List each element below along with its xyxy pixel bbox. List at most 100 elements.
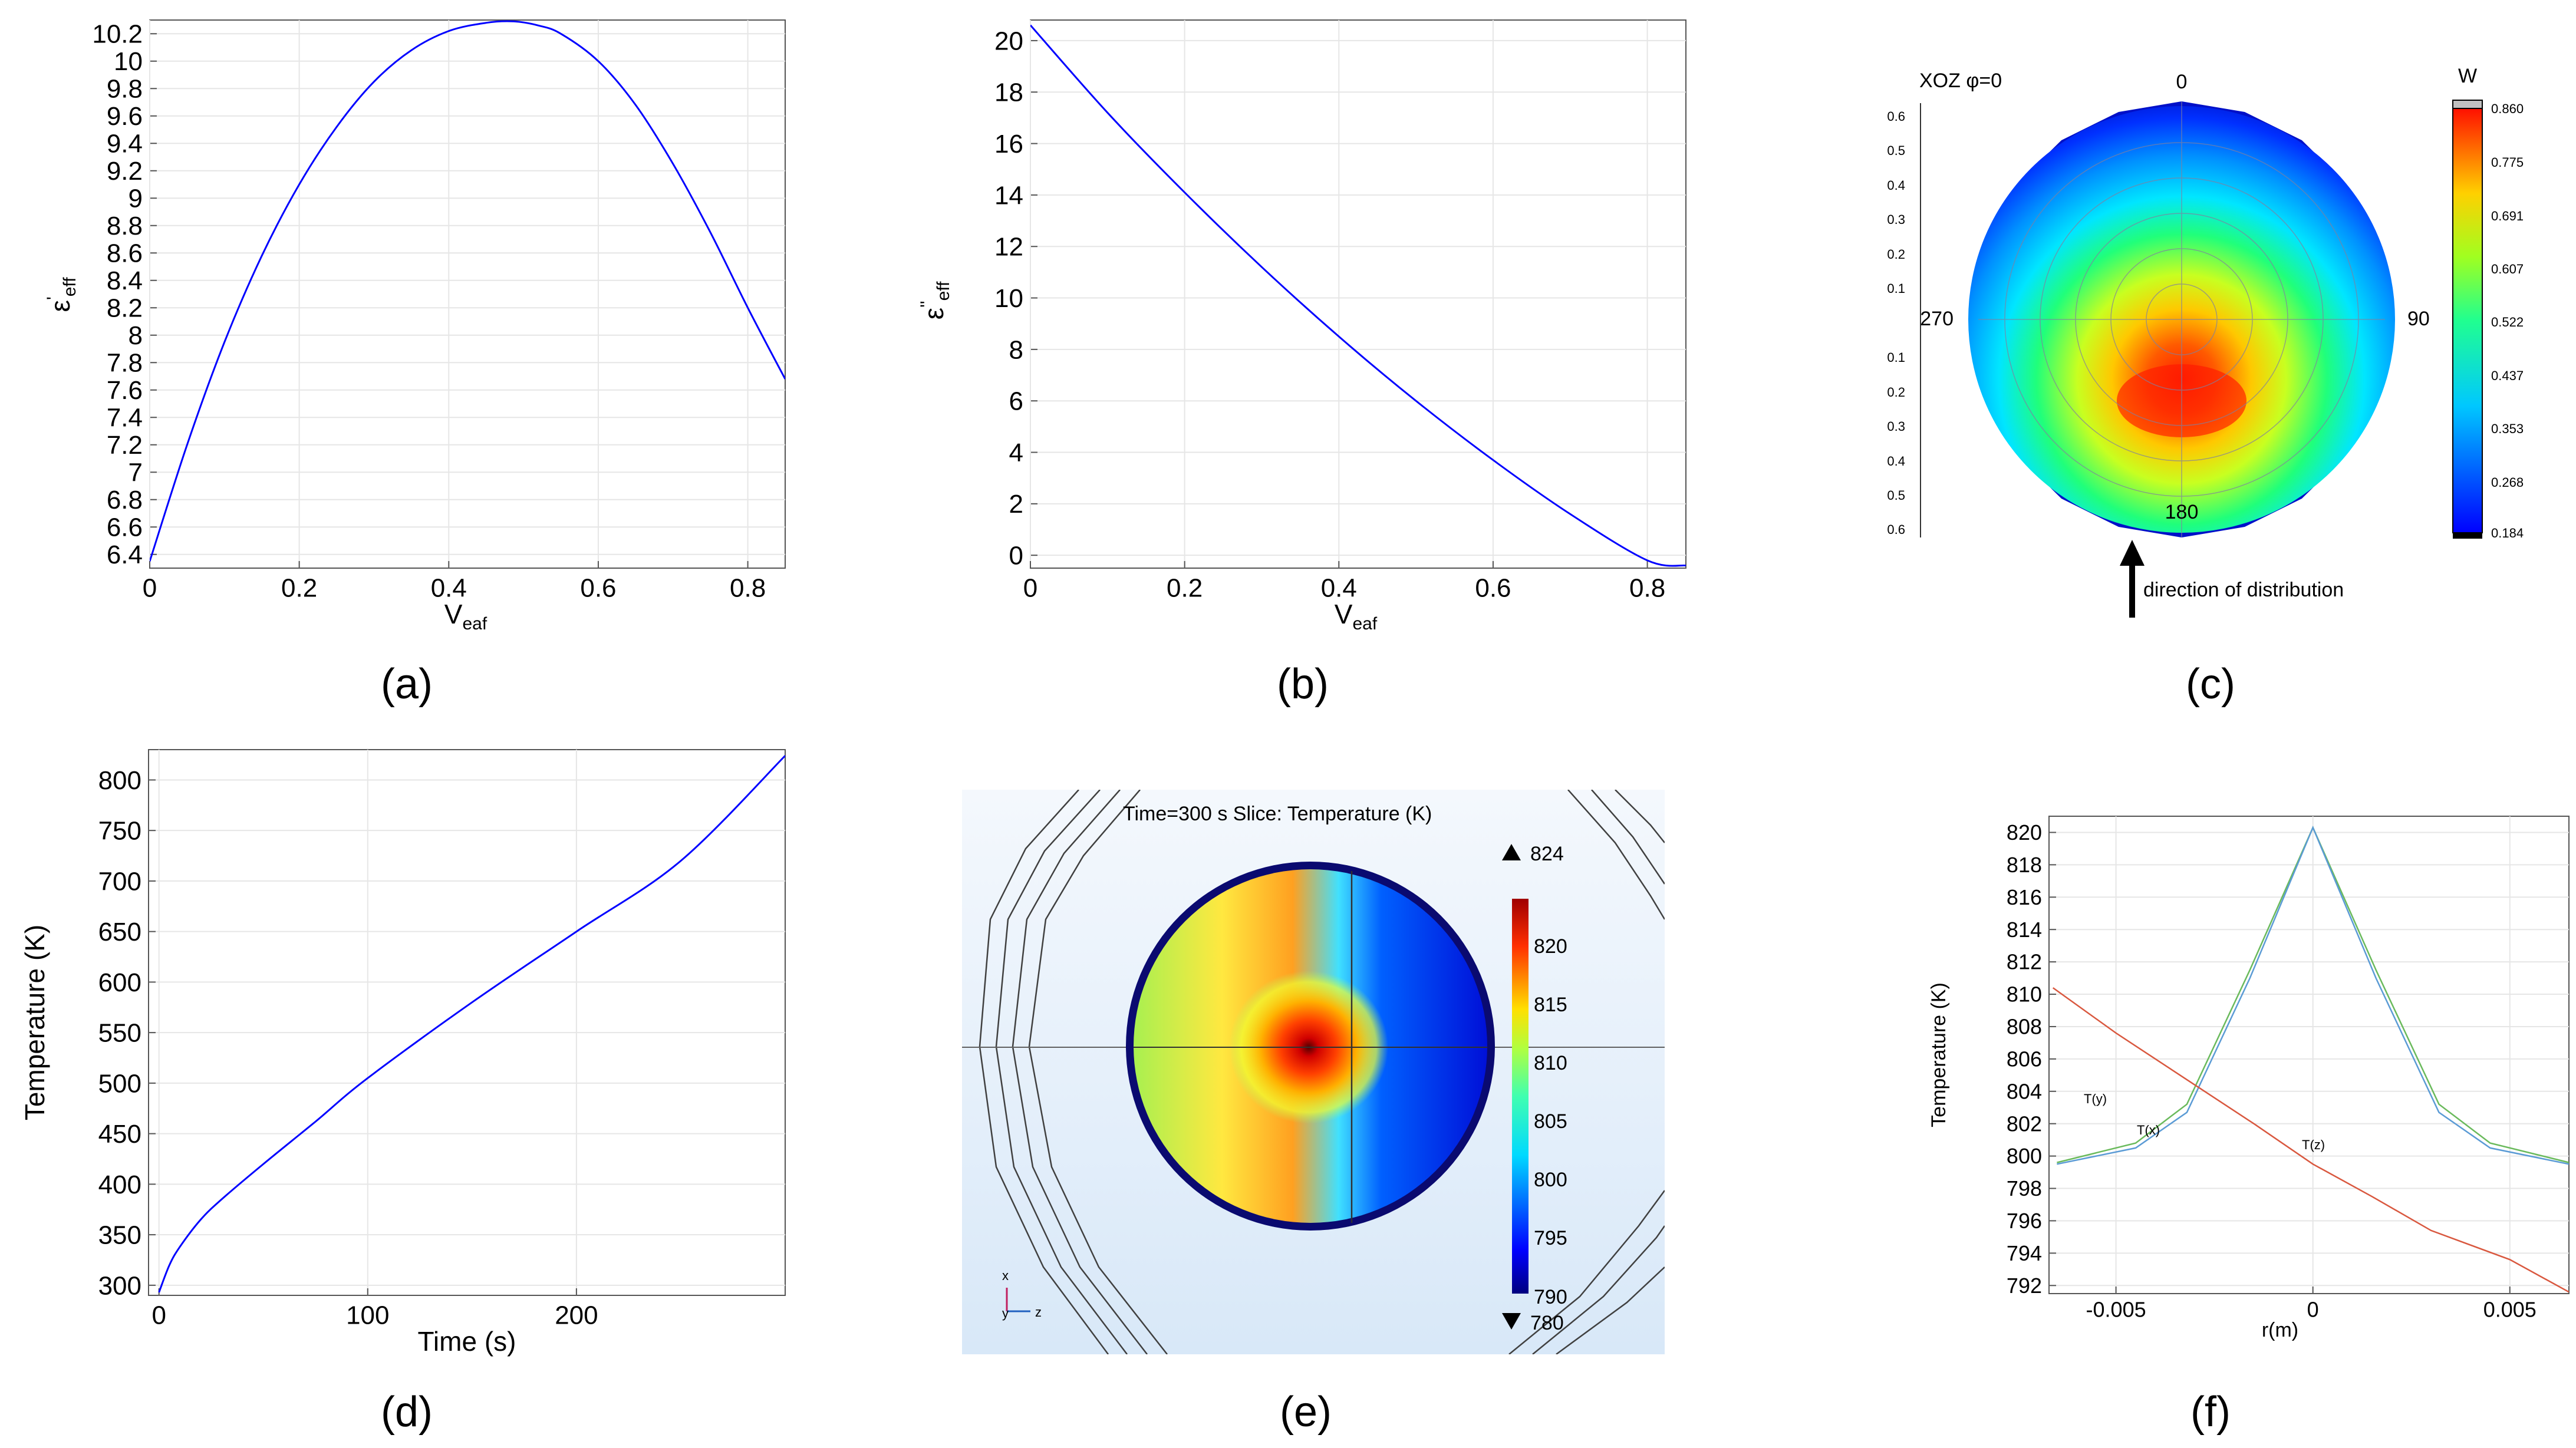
svg-text:0.3: 0.3 <box>1887 419 1905 434</box>
y-tick-label: 806 <box>2007 1047 2042 1071</box>
svg-text:0.522: 0.522 <box>2491 315 2524 329</box>
svg-text:810: 810 <box>1534 1052 1567 1074</box>
y-tick-label: 650 <box>98 918 141 946</box>
x-tick-label: -0.005 <box>2086 1298 2146 1322</box>
colorbar-ticks-e: 820 815 810 805 800 795 790 <box>1534 935 1567 1308</box>
svg-text:0.6: 0.6 <box>1887 522 1905 537</box>
x-tick-label: 100 <box>346 1301 389 1330</box>
y-tick-label: 10.2 <box>92 20 143 49</box>
panel-d: 300 350 400 450 500 550 600 650 700 750 800 0 100 20… <box>19 749 786 1436</box>
plot-frame-d <box>148 749 786 1296</box>
svg-text:0.607: 0.607 <box>2491 262 2524 276</box>
y-tick-label: 9.6 <box>107 102 143 131</box>
y-tick-label: 7.6 <box>107 376 143 405</box>
svg-text:820: 820 <box>1534 935 1567 958</box>
svg-text:0.5: 0.5 <box>1887 143 1905 158</box>
y-tick-label: 2 <box>1009 490 1023 519</box>
angle-label-0: 0 <box>2176 71 2188 93</box>
svg-text:0.437: 0.437 <box>2491 368 2524 383</box>
min-marker-icon <box>1502 1313 1521 1330</box>
x-tick-label: 0 <box>1023 573 1037 602</box>
x-tick-label: 0.6 <box>580 573 616 602</box>
gridlines-b <box>1030 20 1686 568</box>
y-tick-label: 8.4 <box>107 266 143 295</box>
panel-b: 0 2 4 6 8 10 12 14 16 18 20 0 0.2 0.4 0.6 0.8 Veaf ε''… <box>917 19 1686 708</box>
svg-text:0.6: 0.6 <box>1887 109 1905 124</box>
y-tick-label: 820 <box>2007 820 2042 845</box>
y-tick-labels-b: 0 2 4 6 8 10 12 14 16 18 20 <box>994 27 1023 570</box>
y-tick-label: 18 <box>994 78 1023 107</box>
x-tick-label: 0.6 <box>1475 573 1511 602</box>
max-label: 824 <box>1530 843 1564 865</box>
y-tick-label: 9 <box>129 184 143 213</box>
caption-b: (b) <box>1277 661 1329 708</box>
y-tick-label: 6.4 <box>107 540 143 569</box>
x-tick-labels-a: 0 0.2 0.4 0.6 0.8 <box>143 573 766 602</box>
y-tick-label: 808 <box>2007 1015 2042 1039</box>
y-tick-label: 600 <box>98 968 141 997</box>
x-tick-label: 0 <box>2307 1298 2319 1322</box>
x-tick-label: 0.8 <box>1629 573 1665 602</box>
y-tick-label: 12 <box>994 233 1023 262</box>
svg-text:815: 815 <box>1534 994 1567 1016</box>
svg-text:0.353: 0.353 <box>2491 421 2524 436</box>
caption-e: (e) <box>1280 1388 1332 1436</box>
y-tick-label: 8.6 <box>107 239 143 268</box>
colorbar-title-c: W <box>2458 65 2477 87</box>
y-tick-label: 792 <box>2007 1274 2042 1298</box>
caption-a: (a) <box>381 661 433 708</box>
x-tick-labels-d: 0 100 200 <box>151 1301 598 1330</box>
svg-text:0.268: 0.268 <box>2491 475 2524 490</box>
y-tick-label: 802 <box>2007 1111 2042 1136</box>
caption-c: (c) <box>2186 661 2235 708</box>
y-axis-label-a: ε'eff <box>44 277 80 312</box>
y-tick-label: 8.2 <box>107 294 143 323</box>
slice-title: Time=300 s Slice: Temperature (K) <box>1123 803 1432 825</box>
svg-text:0.4: 0.4 <box>1887 178 1905 193</box>
x-tick-label: 0.4 <box>1321 573 1357 602</box>
y-tick-label: 7 <box>129 459 143 487</box>
x-tick-label: 0.2 <box>281 573 317 602</box>
svg-text:0.860: 0.860 <box>2491 101 2524 116</box>
y-tick-label: 796 <box>2007 1209 2042 1233</box>
svg-text:0.2: 0.2 <box>1887 247 1905 262</box>
y-tick-label: 20 <box>994 27 1023 55</box>
radial-ticks-top: 0.6 0.5 0.4 0.3 0.2 0.1 <box>1887 109 1905 296</box>
y-tick-label: 350 <box>98 1221 141 1250</box>
svg-text:0.3: 0.3 <box>1887 212 1905 227</box>
x-tick-labels-f: -0.005 0 0.005 <box>2086 1298 2537 1322</box>
x-tick-label: 0 <box>151 1301 166 1330</box>
y-tick-label: 7.4 <box>107 404 143 433</box>
caption-f: (f) <box>2190 1388 2231 1436</box>
series-line-tz <box>2052 987 2569 1293</box>
x-axis-label-f: r(m) <box>2262 1319 2298 1341</box>
y-tick-labels-d: 300 350 400 450 500 550 600 650 700 750 800 <box>98 766 141 1300</box>
y-tick-label: 6.8 <box>107 486 143 514</box>
y-tick-labels-a: 6.46.66.877.27.47.67.888.28.48.68.899.29… <box>92 20 143 570</box>
svg-text:z: z <box>1035 1305 1042 1320</box>
y-tick-label: 9.2 <box>107 157 143 186</box>
plot-frame-b <box>1030 19 1686 569</box>
svg-text:0.1: 0.1 <box>1887 350 1905 365</box>
curve-label-tx: T(x) <box>2137 1123 2160 1137</box>
series-line-tx <box>2057 825 2569 1165</box>
y-tick-label: 9.8 <box>107 75 143 104</box>
y-tick-label: 400 <box>98 1170 141 1199</box>
series-line-b <box>1030 24 1686 567</box>
y-tick-label: 750 <box>98 817 141 846</box>
svg-text:795: 795 <box>1534 1227 1567 1249</box>
y-tick-label: 800 <box>98 766 141 795</box>
svg-text:800: 800 <box>1534 1169 1567 1191</box>
y-axis-label-f: Temperature (K) <box>1928 982 1950 1127</box>
x-tick-label: 0 <box>143 573 157 602</box>
y-tick-label: 804 <box>2007 1079 2042 1103</box>
y-tick-label: 798 <box>2007 1176 2042 1200</box>
x-axis-label-d: Time (s) <box>418 1326 516 1357</box>
series-line-a <box>150 20 785 562</box>
y-tick-label: 812 <box>2007 950 2042 974</box>
distribution-annotation: direction of distribution <box>2143 579 2344 601</box>
y-tick-label: 794 <box>2007 1241 2042 1265</box>
y-tick-label: 450 <box>98 1120 141 1149</box>
svg-text:0.1: 0.1 <box>1887 281 1905 296</box>
svg-text:790: 790 <box>1534 1286 1567 1308</box>
